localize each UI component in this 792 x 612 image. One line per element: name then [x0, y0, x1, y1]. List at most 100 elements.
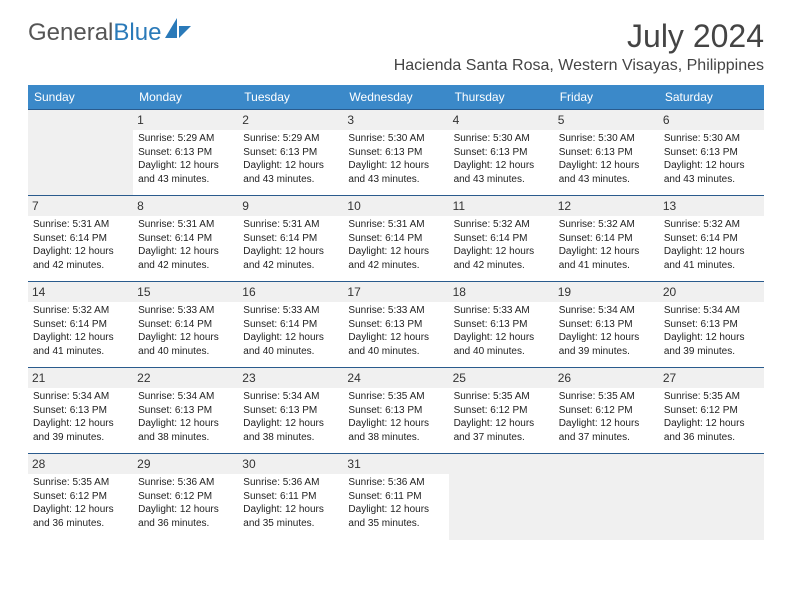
day-info-line: Sunrise: 5:31 AM	[243, 218, 338, 232]
day-info-line: Daylight: 12 hours	[454, 331, 549, 345]
day-info-line: Daylight: 12 hours	[348, 417, 443, 431]
calendar-day-cell: 23Sunrise: 5:34 AMSunset: 6:13 PMDayligh…	[238, 368, 343, 454]
day-info-line: Sunrise: 5:35 AM	[348, 390, 443, 404]
day-info-line: Sunrise: 5:34 AM	[664, 304, 759, 318]
day-info-line: Daylight: 12 hours	[348, 331, 443, 345]
calendar-day-cell: 27Sunrise: 5:35 AMSunset: 6:12 PMDayligh…	[659, 368, 764, 454]
calendar-day-cell	[28, 110, 133, 196]
day-info-line: and 43 minutes.	[348, 173, 443, 187]
day-number: 11	[449, 196, 554, 216]
day-info-line: Sunrise: 5:35 AM	[559, 390, 654, 404]
calendar-day-cell	[554, 454, 659, 540]
calendar-day-cell: 17Sunrise: 5:33 AMSunset: 6:13 PMDayligh…	[343, 282, 448, 368]
day-info-line: Sunrise: 5:34 AM	[559, 304, 654, 318]
day-info: Sunrise: 5:32 AMSunset: 6:14 PMDaylight:…	[664, 218, 759, 272]
calendar-day-cell: 4Sunrise: 5:30 AMSunset: 6:13 PMDaylight…	[449, 110, 554, 196]
day-info-line: Sunrise: 5:36 AM	[138, 476, 233, 490]
day-number: 3	[343, 110, 448, 130]
logo-sail-icon	[165, 18, 191, 47]
day-info-line: Daylight: 12 hours	[33, 331, 128, 345]
day-info-line: Sunrise: 5:31 AM	[33, 218, 128, 232]
day-info-line: Sunset: 6:14 PM	[454, 232, 549, 246]
day-info: Sunrise: 5:30 AMSunset: 6:13 PMDaylight:…	[454, 132, 549, 186]
weekday-header: Monday	[133, 85, 238, 110]
day-info-line: Sunset: 6:13 PM	[454, 318, 549, 332]
calendar-day-cell: 7Sunrise: 5:31 AMSunset: 6:14 PMDaylight…	[28, 196, 133, 282]
calendar-day-cell: 9Sunrise: 5:31 AMSunset: 6:14 PMDaylight…	[238, 196, 343, 282]
day-info-line: and 43 minutes.	[138, 173, 233, 187]
day-info-line: Sunset: 6:14 PM	[138, 232, 233, 246]
calendar-day-cell: 18Sunrise: 5:33 AMSunset: 6:13 PMDayligh…	[449, 282, 554, 368]
day-info-line: Daylight: 12 hours	[243, 245, 338, 259]
day-info-line: Sunrise: 5:30 AM	[559, 132, 654, 146]
day-info-line: and 42 minutes.	[243, 259, 338, 273]
day-info-line: Sunset: 6:13 PM	[454, 146, 549, 160]
day-info: Sunrise: 5:34 AMSunset: 6:13 PMDaylight:…	[138, 390, 233, 444]
calendar-day-cell: 5Sunrise: 5:30 AMSunset: 6:13 PMDaylight…	[554, 110, 659, 196]
day-info-line: Daylight: 12 hours	[138, 245, 233, 259]
day-number: 28	[28, 454, 133, 474]
day-info-line: Daylight: 12 hours	[243, 417, 338, 431]
calendar-day-cell	[449, 454, 554, 540]
day-info-line: Sunset: 6:13 PM	[243, 146, 338, 160]
day-info-line: and 38 minutes.	[348, 431, 443, 445]
day-info-line: Sunrise: 5:33 AM	[243, 304, 338, 318]
day-info: Sunrise: 5:32 AMSunset: 6:14 PMDaylight:…	[559, 218, 654, 272]
day-info-line: and 35 minutes.	[348, 517, 443, 531]
weekday-header: Sunday	[28, 85, 133, 110]
header: GeneralBlue July 2024 Hacienda Santa Ros…	[28, 18, 764, 75]
day-info: Sunrise: 5:30 AMSunset: 6:13 PMDaylight:…	[559, 132, 654, 186]
day-info-line: Sunrise: 5:32 AM	[559, 218, 654, 232]
day-info: Sunrise: 5:35 AMSunset: 6:12 PMDaylight:…	[454, 390, 549, 444]
day-info-line: Daylight: 12 hours	[243, 331, 338, 345]
day-info-line: and 40 minutes.	[138, 345, 233, 359]
day-info-line: Sunrise: 5:31 AM	[348, 218, 443, 232]
day-info-line: Sunrise: 5:33 AM	[348, 304, 443, 318]
day-info-line: Sunrise: 5:36 AM	[348, 476, 443, 490]
day-info-line: Sunrise: 5:33 AM	[138, 304, 233, 318]
day-info-line: Daylight: 12 hours	[559, 331, 654, 345]
day-info-line: and 37 minutes.	[454, 431, 549, 445]
day-info-line: and 43 minutes.	[243, 173, 338, 187]
day-info: Sunrise: 5:31 AMSunset: 6:14 PMDaylight:…	[33, 218, 128, 272]
day-info-line: Sunset: 6:13 PM	[348, 146, 443, 160]
day-number: 18	[449, 282, 554, 302]
day-info-line: Sunset: 6:14 PM	[559, 232, 654, 246]
day-info: Sunrise: 5:33 AMSunset: 6:14 PMDaylight:…	[243, 304, 338, 358]
day-info: Sunrise: 5:33 AMSunset: 6:13 PMDaylight:…	[454, 304, 549, 358]
day-info-line: Daylight: 12 hours	[664, 159, 759, 173]
calendar-week-row: 14Sunrise: 5:32 AMSunset: 6:14 PMDayligh…	[28, 282, 764, 368]
day-info: Sunrise: 5:30 AMSunset: 6:13 PMDaylight:…	[348, 132, 443, 186]
day-info-line: Sunset: 6:14 PM	[243, 318, 338, 332]
day-info-line: Sunrise: 5:32 AM	[33, 304, 128, 318]
day-info-line: Sunset: 6:13 PM	[348, 318, 443, 332]
day-info-line: and 42 minutes.	[348, 259, 443, 273]
day-info-line: Daylight: 12 hours	[454, 245, 549, 259]
day-info-line: Sunrise: 5:33 AM	[454, 304, 549, 318]
day-info-line: Sunset: 6:13 PM	[138, 404, 233, 418]
day-info-line: and 36 minutes.	[664, 431, 759, 445]
day-info: Sunrise: 5:36 AMSunset: 6:12 PMDaylight:…	[138, 476, 233, 530]
day-info-line: Sunset: 6:12 PM	[664, 404, 759, 418]
day-info: Sunrise: 5:32 AMSunset: 6:14 PMDaylight:…	[33, 304, 128, 358]
day-info: Sunrise: 5:31 AMSunset: 6:14 PMDaylight:…	[138, 218, 233, 272]
calendar-day-cell: 31Sunrise: 5:36 AMSunset: 6:11 PMDayligh…	[343, 454, 448, 540]
calendar-day-cell: 10Sunrise: 5:31 AMSunset: 6:14 PMDayligh…	[343, 196, 448, 282]
day-number: 2	[238, 110, 343, 130]
day-number: 30	[238, 454, 343, 474]
calendar-day-cell: 21Sunrise: 5:34 AMSunset: 6:13 PMDayligh…	[28, 368, 133, 454]
logo-text-2: Blue	[113, 19, 161, 47]
day-info-line: and 40 minutes.	[348, 345, 443, 359]
day-info-line: Sunset: 6:13 PM	[348, 404, 443, 418]
day-number: 8	[133, 196, 238, 216]
calendar-day-cell: 2Sunrise: 5:29 AMSunset: 6:13 PMDaylight…	[238, 110, 343, 196]
day-info: Sunrise: 5:36 AMSunset: 6:11 PMDaylight:…	[348, 476, 443, 530]
calendar-day-cell: 11Sunrise: 5:32 AMSunset: 6:14 PMDayligh…	[449, 196, 554, 282]
location-text: Hacienda Santa Rosa, Western Visayas, Ph…	[394, 57, 764, 75]
day-info-line: and 42 minutes.	[33, 259, 128, 273]
day-info: Sunrise: 5:30 AMSunset: 6:13 PMDaylight:…	[664, 132, 759, 186]
day-info-line: Sunset: 6:14 PM	[348, 232, 443, 246]
day-info: Sunrise: 5:35 AMSunset: 6:12 PMDaylight:…	[33, 476, 128, 530]
day-info: Sunrise: 5:35 AMSunset: 6:13 PMDaylight:…	[348, 390, 443, 444]
day-info-line: Sunrise: 5:35 AM	[454, 390, 549, 404]
